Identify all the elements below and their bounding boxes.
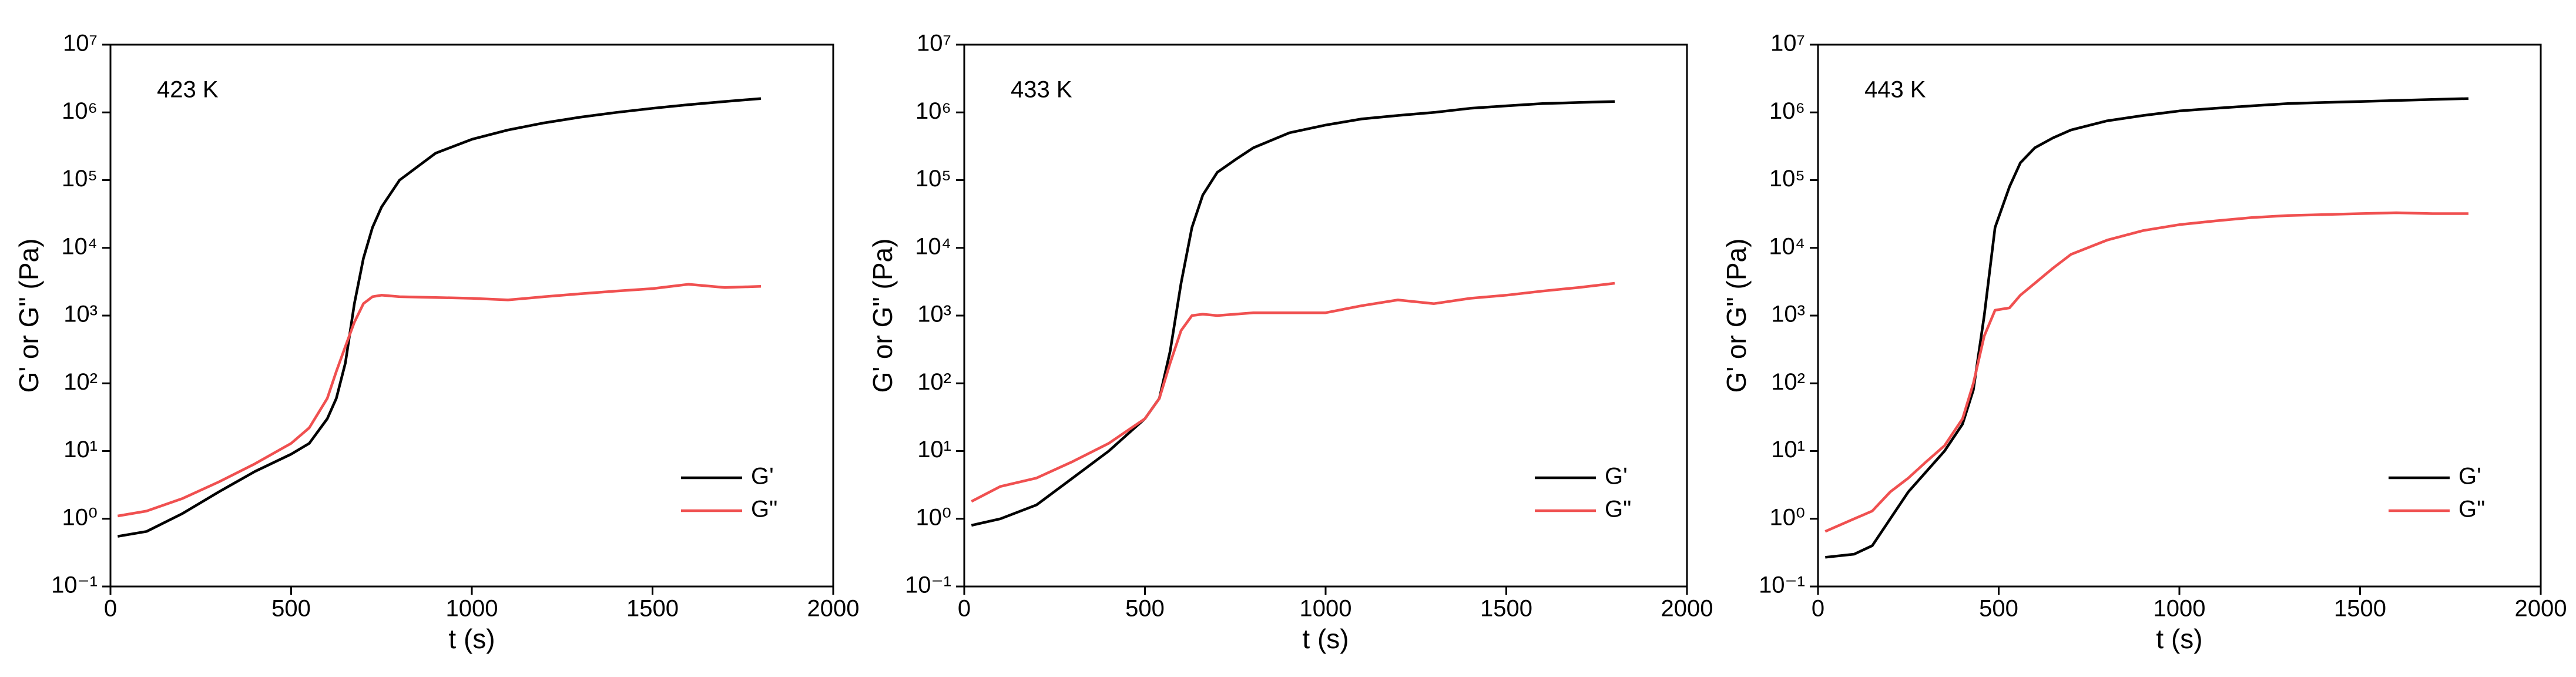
y-tick-label: 10⁵ [62, 166, 98, 192]
y-tick-label: 10⁷ [917, 31, 951, 56]
legend-label: G" [1605, 497, 1631, 522]
y-tick-label: 10⁰ [915, 504, 951, 530]
plot-frame [109, 43, 834, 588]
y-tick-label: 10⁴ [1769, 233, 1805, 259]
x-tick-label: 1500 [626, 596, 679, 622]
y-tick-label: 10¹ [917, 437, 951, 462]
y-axis-label: G' or G" (Pa) [14, 239, 44, 393]
series-line [117, 283, 762, 518]
series-line [117, 97, 762, 538]
series-line [971, 281, 1615, 503]
legend-label: G' [751, 464, 774, 490]
y-tick-label: 10⁵ [915, 166, 951, 192]
y-tick-label: 10⁶ [62, 98, 98, 124]
annotation: 423 K [157, 77, 219, 103]
y-axis-label: G' or G" (Pa) [867, 239, 898, 393]
x-axis-label: t (s) [2156, 624, 2202, 654]
x-tick-label: 0 [1812, 596, 1824, 622]
series-line [971, 100, 1615, 527]
legend-label: G' [2458, 464, 2481, 490]
x-tick-label: 500 [271, 596, 311, 622]
y-tick-label: 10⁷ [63, 31, 98, 56]
y-tick-label: 10⁰ [1769, 504, 1805, 530]
legend-label: G" [2458, 497, 2485, 522]
y-tick-label: 10⁵ [1769, 166, 1805, 192]
x-axis-label: t (s) [448, 624, 495, 654]
x-tick-label: 1500 [2334, 596, 2386, 622]
y-axis-label: G' or G" (Pa) [1721, 239, 1752, 393]
y-tick-label: 10⁻¹ [905, 572, 951, 598]
y-tick-label: 10⁷ [1770, 31, 1805, 56]
x-tick-label: 0 [958, 596, 971, 622]
legend-label: G' [1605, 464, 1628, 490]
annotation: 443 K [1864, 77, 1926, 103]
y-tick-label: 10⁶ [915, 98, 951, 124]
x-tick-label: 1000 [446, 596, 498, 622]
x-axis-label: t (s) [1302, 624, 1349, 654]
y-tick-label: 10² [63, 369, 98, 395]
x-tick-label: 2000 [1661, 596, 1713, 622]
x-tick-label: 500 [1979, 596, 2018, 622]
y-tick-label: 10⁰ [62, 504, 98, 530]
y-tick-label: 10³ [917, 301, 951, 327]
y-tick-label: 10⁴ [915, 233, 951, 259]
x-tick-label: 2000 [807, 596, 860, 622]
plot-frame [1817, 43, 2542, 588]
y-tick-label: 10² [917, 369, 951, 395]
y-tick-label: 10³ [63, 301, 98, 327]
y-tick-label: 10¹ [1771, 437, 1805, 462]
annotation: 433 K [1011, 77, 1072, 103]
x-tick-label: 1500 [1480, 596, 1532, 622]
y-tick-label: 10⁶ [1769, 98, 1805, 124]
y-tick-label: 10³ [1771, 301, 1805, 327]
x-tick-label: 500 [1125, 596, 1165, 622]
x-tick-label: 2000 [2515, 596, 2567, 622]
y-tick-label: 10⁻¹ [51, 572, 98, 598]
series-line [1825, 97, 2469, 559]
x-tick-label: 0 [104, 596, 117, 622]
legend-label: G" [751, 497, 777, 522]
y-tick-label: 10¹ [63, 437, 98, 462]
x-tick-label: 1000 [1300, 596, 1352, 622]
y-tick-label: 10² [1771, 369, 1805, 395]
series-line [1824, 211, 2468, 533]
y-tick-label: 10⁴ [61, 233, 98, 259]
y-tick-label: 10⁻¹ [1759, 572, 1805, 598]
x-tick-label: 1000 [2154, 596, 2206, 622]
